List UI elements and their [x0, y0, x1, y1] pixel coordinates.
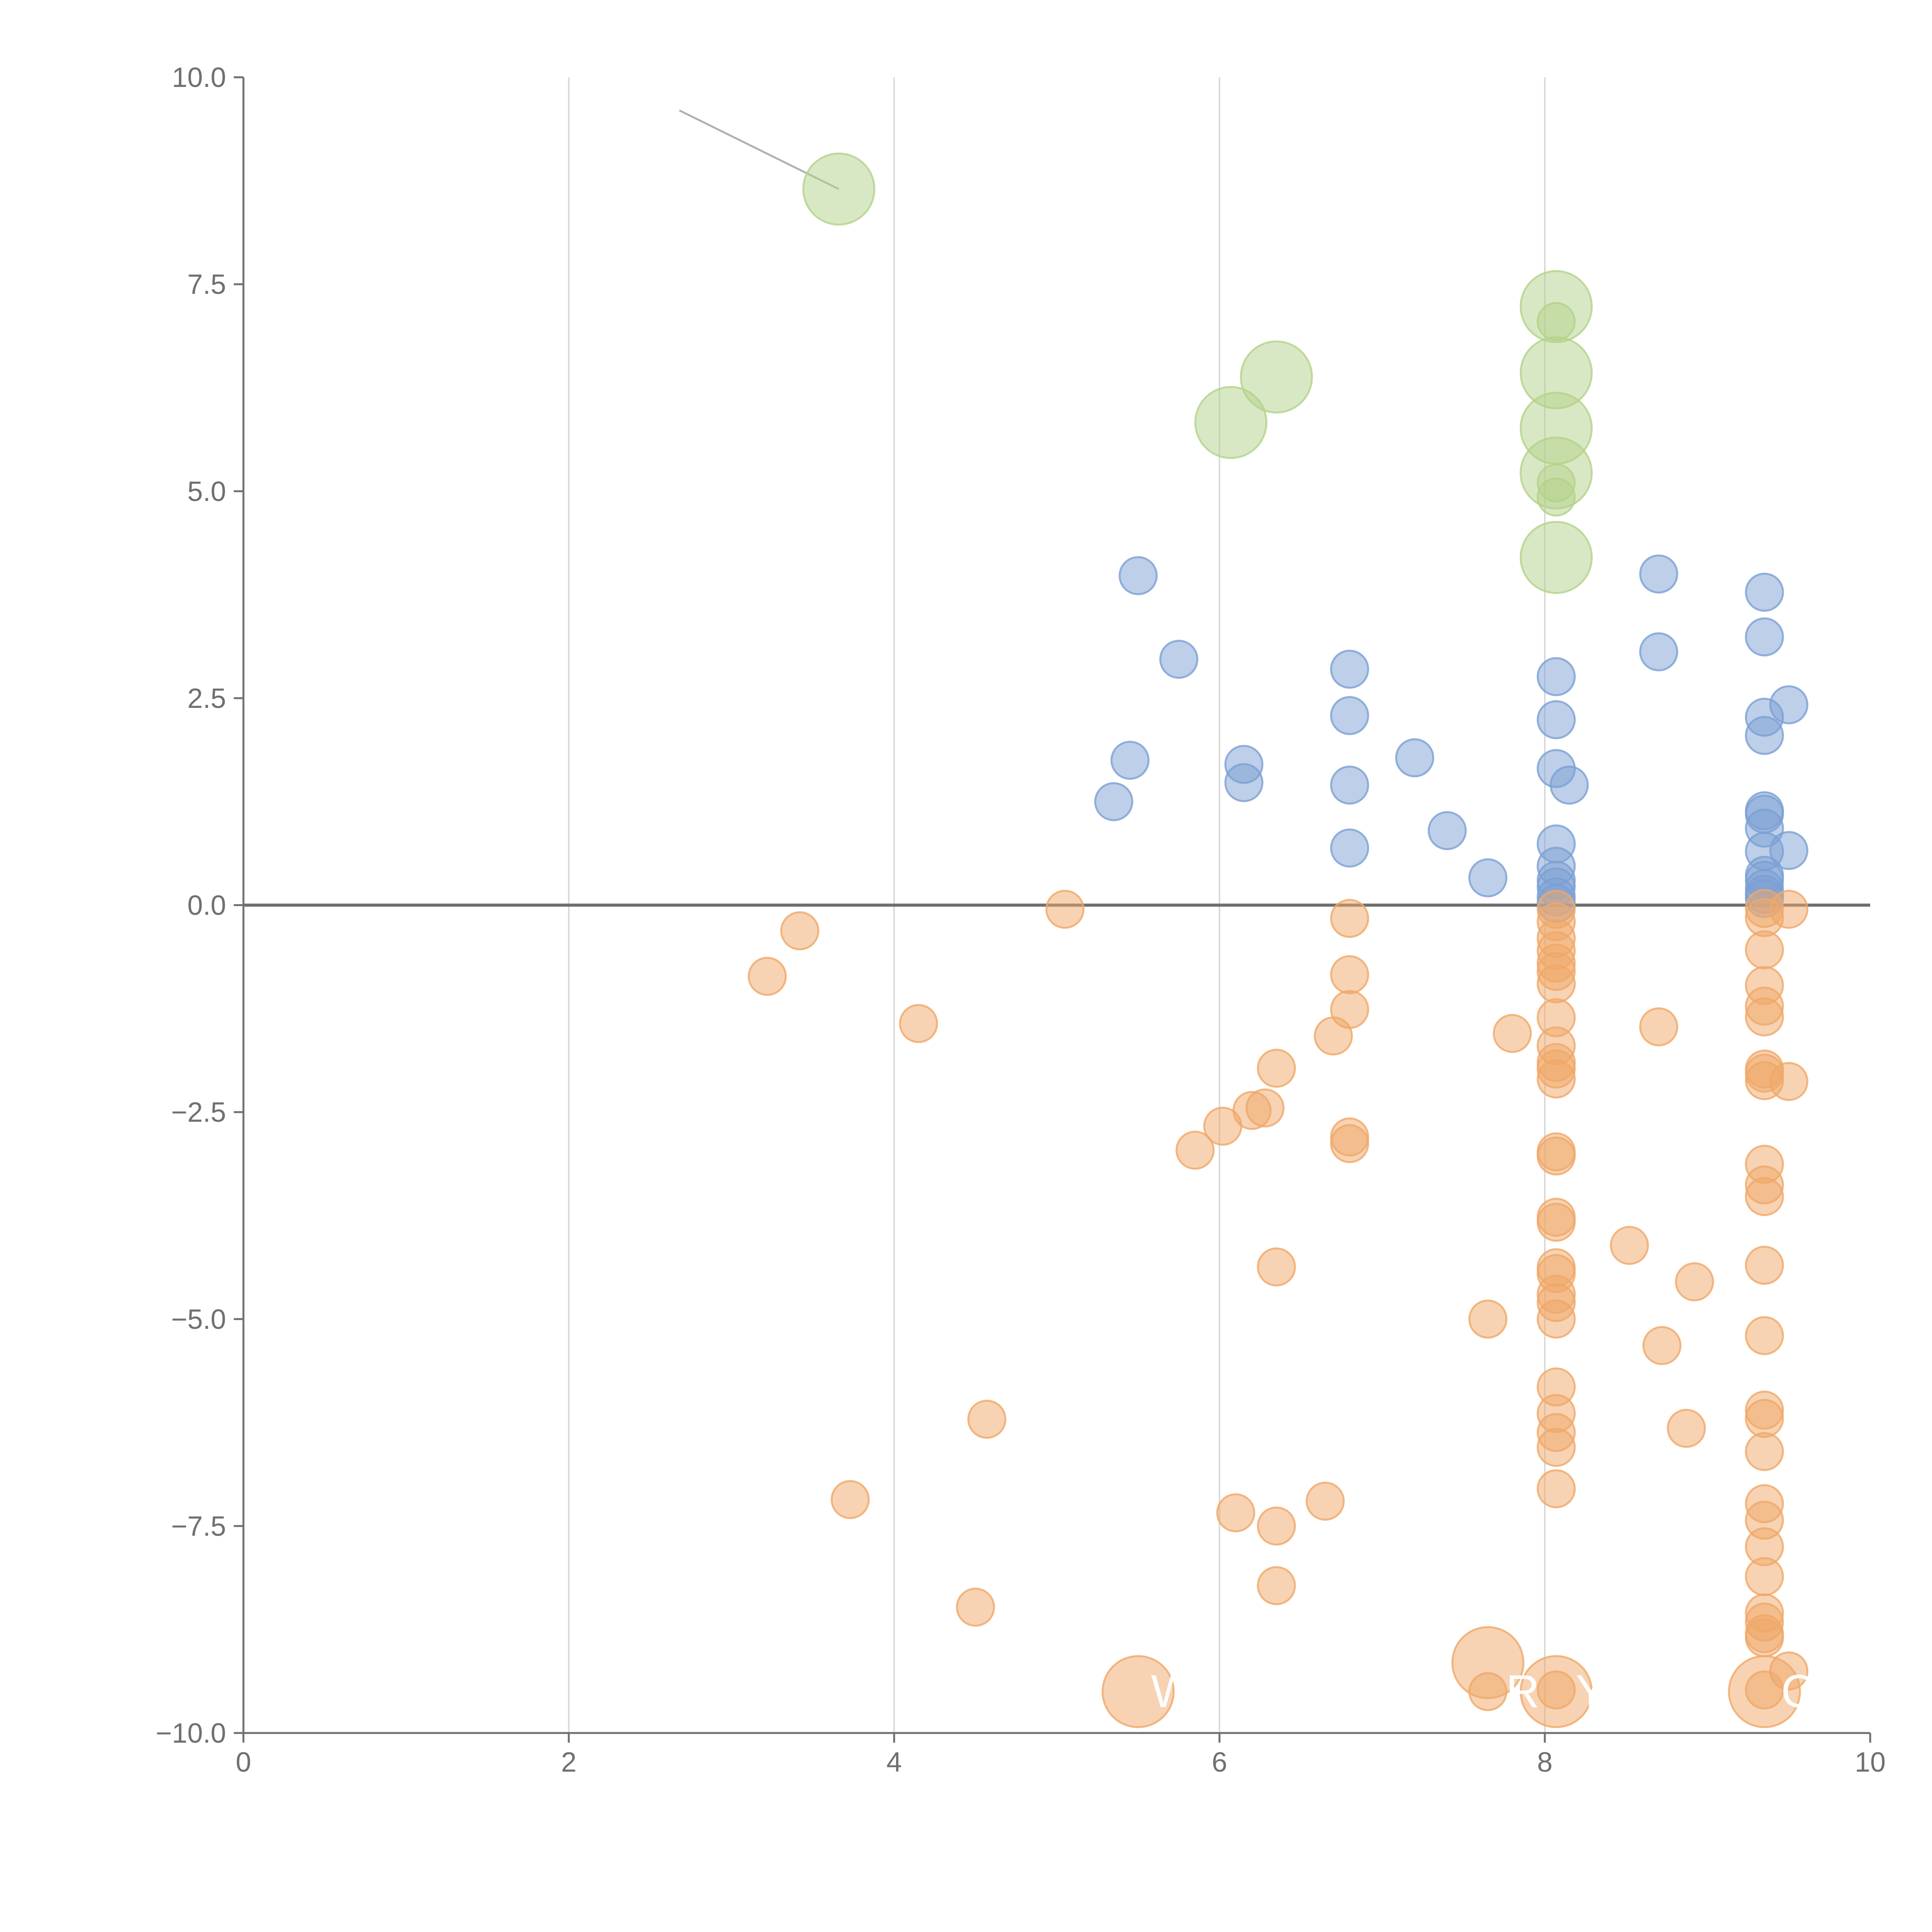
data-point-negative	[967, 1400, 1007, 1439]
data-point-negative	[1745, 1557, 1784, 1596]
data-point-negative	[1745, 930, 1784, 969]
x-tick-label: 10	[1855, 1747, 1886, 1778]
point-annotation: Y	[1575, 1665, 1606, 1717]
data-point-positive	[1395, 738, 1434, 777]
data-point-negative	[1610, 1226, 1649, 1265]
data-point-positive	[1110, 741, 1150, 780]
point-annotation: O	[1781, 1665, 1817, 1717]
data-point-positive	[1330, 650, 1369, 689]
data-point-negative-large	[1519, 1655, 1593, 1728]
data-point-negative	[1536, 964, 1576, 1003]
data-point-negative	[1642, 1326, 1682, 1365]
data-point-positive	[1224, 763, 1264, 802]
y-tick-label: 2.5	[187, 683, 226, 714]
data-point-positive	[1745, 573, 1784, 612]
data-point-negative	[1257, 1247, 1296, 1287]
data-point-highlight-large	[802, 152, 876, 226]
data-point-positive	[1330, 696, 1369, 735]
data-points	[748, 152, 1808, 1728]
x-tick-label: 4	[886, 1747, 902, 1778]
data-point-positive	[1330, 765, 1369, 805]
data-point-highlight-small	[1536, 477, 1576, 517]
x-tick-label: 6	[1212, 1747, 1227, 1778]
data-point-negative	[1306, 1481, 1345, 1521]
data-point-negative	[1745, 1316, 1784, 1355]
data-point-negative	[830, 1480, 870, 1519]
data-point-negative	[748, 957, 787, 996]
data-point-negative	[1175, 1131, 1215, 1170]
data-point-negative	[1330, 955, 1369, 994]
data-point-positive	[1330, 828, 1369, 868]
data-point-negative	[1216, 1493, 1255, 1532]
data-point-positive	[1639, 554, 1679, 594]
data-point-negative	[956, 1587, 995, 1627]
y-tick-label: −5.0	[171, 1304, 226, 1335]
data-point-negative	[1769, 889, 1808, 929]
x-tick-label: 8	[1537, 1747, 1553, 1778]
data-point-negative-large	[1728, 1655, 1801, 1728]
point-annotation: R	[1506, 1665, 1539, 1717]
data-point-negative	[1245, 1088, 1285, 1128]
data-point-negative	[1675, 1262, 1714, 1301]
data-point-negative	[1745, 1177, 1784, 1216]
data-point-negative	[1257, 1506, 1296, 1546]
data-point-negative	[1330, 990, 1369, 1029]
data-point-negative	[1536, 1428, 1576, 1467]
data-point-positive	[1094, 782, 1133, 821]
data-point-negative-large	[1102, 1655, 1175, 1728]
data-point-positive	[1745, 716, 1784, 755]
data-point-negative	[1745, 997, 1784, 1037]
data-point-negative-large	[1451, 1626, 1525, 1699]
x-tick-label: 0	[236, 1747, 251, 1778]
data-point-negative	[1745, 1432, 1784, 1471]
y-tick-label: −7.5	[171, 1511, 226, 1542]
data-point-negative	[1468, 1299, 1508, 1339]
x-tick-label: 2	[561, 1747, 577, 1778]
data-point-negative	[1045, 889, 1085, 929]
data-point-negative	[1536, 1299, 1576, 1339]
axes: 10.0 7.5 5.0 2.5 0.0 −2.5 −5.0 −7.5 −10.0 0 2 4 6 8 10	[156, 62, 1886, 1778]
data-point-negative	[1330, 1124, 1369, 1163]
data-point-negative	[1745, 1245, 1784, 1285]
data-point-negative	[1667, 1409, 1706, 1448]
data-point-positive	[1536, 657, 1576, 696]
data-point-positive	[1769, 831, 1808, 870]
y-tick-label: −10.0	[156, 1718, 226, 1749]
data-point-negative	[1745, 1399, 1784, 1438]
data-point-negative	[1639, 1007, 1679, 1046]
point-annotation: W	[1151, 1665, 1195, 1717]
y-tick-label: −2.5	[171, 1097, 226, 1128]
y-tick-label: 10.0	[172, 62, 226, 93]
data-point-positive	[1119, 556, 1158, 595]
data-point-negative	[1257, 1566, 1296, 1605]
data-point-highlight-large	[1194, 386, 1267, 459]
data-point-negative	[1536, 1202, 1576, 1242]
data-point-negative	[1493, 1014, 1532, 1053]
data-point-highlight-large	[1240, 340, 1313, 414]
data-point-positive	[1639, 632, 1679, 672]
data-point-positive	[1159, 639, 1199, 679]
y-tick-label: 7.5	[187, 269, 226, 300]
y-tick-label: 5.0	[187, 476, 226, 507]
data-point-negative	[1257, 1049, 1296, 1088]
data-point-negative	[1536, 1469, 1576, 1509]
data-point-positive	[1468, 858, 1508, 898]
data-point-positive	[1427, 811, 1467, 850]
data-point-negative	[1536, 1136, 1576, 1176]
data-point-negative	[780, 911, 820, 951]
y-tick-label: 0.0	[187, 890, 226, 921]
data-point-negative	[1745, 1618, 1784, 1658]
data-point-positive	[1549, 765, 1589, 805]
data-point-positive	[1745, 617, 1784, 656]
data-point-highlight-large	[1519, 521, 1593, 594]
data-point-negative	[1536, 1059, 1576, 1099]
data-point-negative	[899, 1004, 938, 1043]
data-point-negative	[1769, 1062, 1808, 1101]
data-point-highlight-small	[1536, 302, 1576, 341]
data-point-positive	[1536, 700, 1576, 740]
data-point-negative	[1330, 899, 1369, 938]
